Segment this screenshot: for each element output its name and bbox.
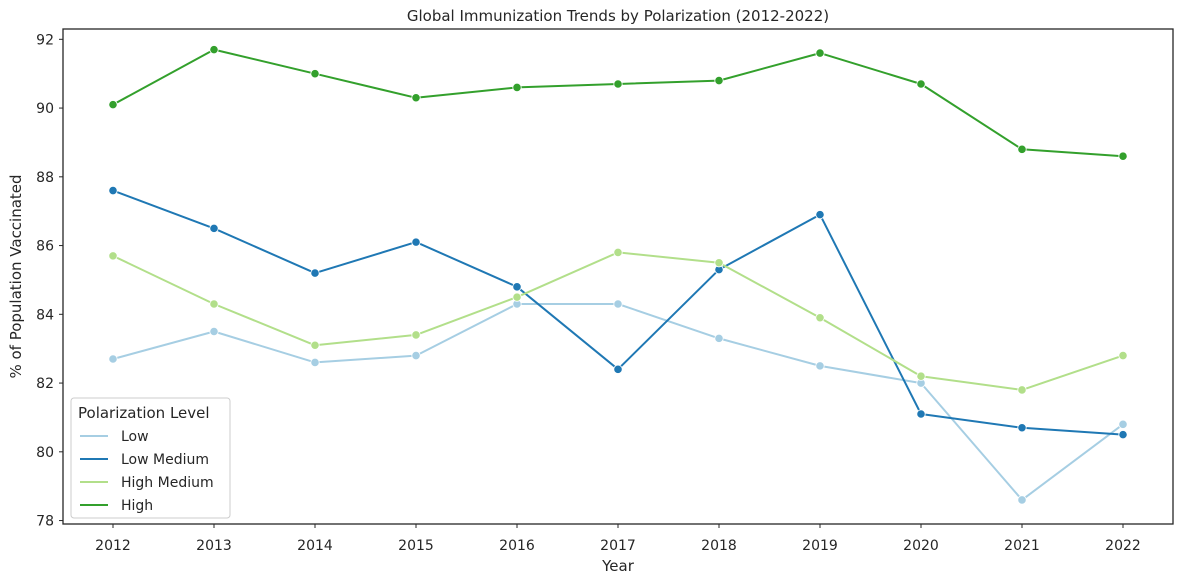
series-line-high — [112, 48, 1124, 158]
data-point-low-medium — [209, 223, 219, 233]
data-point-low — [1118, 419, 1128, 429]
data-point-low-medium — [1017, 423, 1027, 433]
legend-label-high: High — [121, 498, 153, 514]
series-high — [108, 45, 1128, 161]
legend-label-low-medium: Low Medium — [121, 452, 209, 468]
data-point-high-medium — [815, 313, 825, 323]
data-point-high-medium — [310, 340, 320, 350]
data-point-low-medium — [512, 282, 522, 292]
legend-items: Low Low Medium High Medium High — [80, 429, 214, 514]
data-point-high-medium — [1017, 385, 1027, 395]
series-low — [108, 299, 1128, 505]
data-point-low — [310, 357, 320, 368]
data-point-low — [815, 361, 825, 371]
data-point-low — [411, 350, 421, 361]
data-point-high — [714, 75, 724, 86]
data-point-low-medium — [613, 364, 623, 374]
series-low-medium — [108, 185, 1128, 440]
data-point-high — [108, 100, 118, 110]
y-tick-label: 80 — [36, 445, 54, 461]
y-tick-label: 88 — [36, 170, 54, 186]
data-point-high — [209, 45, 219, 55]
data-point-high — [613, 79, 623, 89]
series-line-low-medium — [112, 189, 1124, 436]
y-axis-ticks: 78 80 82 84 86 88 90 92 — [36, 32, 63, 530]
data-point-low — [714, 333, 724, 343]
legend-label-high-medium: High Medium — [121, 475, 214, 491]
data-point-high-medium — [411, 330, 421, 340]
x-axis-label: Year — [601, 557, 635, 575]
x-tick-label: 2017 — [600, 538, 636, 554]
data-point-high-medium — [916, 371, 926, 381]
data-point-low-medium — [108, 185, 118, 196]
data-point-low — [209, 326, 219, 337]
data-point-high-medium — [512, 292, 522, 302]
x-tick-label: 2020 — [903, 538, 939, 554]
data-point-high-medium — [209, 299, 219, 309]
data-point-high-medium — [1118, 350, 1128, 361]
y-tick-label: 84 — [36, 307, 54, 323]
data-point-low-medium — [310, 268, 320, 278]
data-point-high — [310, 69, 320, 79]
data-point-high-medium — [108, 251, 118, 261]
x-tick-label: 2021 — [1004, 538, 1040, 554]
data-point-high — [512, 82, 522, 93]
y-tick-label: 90 — [36, 101, 54, 117]
data-point-low-medium — [815, 210, 825, 220]
x-tick-label: 2014 — [297, 538, 333, 554]
x-tick-label: 2019 — [802, 538, 838, 554]
y-tick-label: 82 — [36, 376, 54, 392]
series-layer — [108, 45, 1128, 505]
x-tick-label: 2015 — [398, 538, 434, 554]
data-point-low — [108, 354, 118, 364]
series-high-medium — [108, 247, 1128, 395]
y-tick-label: 78 — [36, 514, 54, 530]
data-point-high — [411, 93, 421, 103]
y-tick-label: 92 — [36, 32, 54, 48]
data-point-high-medium — [714, 258, 724, 268]
data-point-low — [613, 299, 623, 309]
y-axis-label: % of Population Vaccinated — [7, 174, 25, 378]
data-point-low-medium — [411, 237, 421, 247]
series-line-low — [112, 303, 1124, 501]
data-point-high — [916, 79, 926, 89]
legend-label-low: Low — [121, 429, 149, 445]
data-point-low-medium — [916, 409, 926, 419]
data-point-high — [1118, 151, 1128, 161]
x-tick-label: 2022 — [1105, 538, 1141, 554]
data-point-low — [1017, 495, 1027, 505]
data-point-high — [1017, 144, 1027, 154]
y-tick-label: 86 — [36, 239, 54, 255]
legend: Polarization Level Low Low Medium High Med… — [70, 397, 231, 519]
data-point-high — [815, 48, 825, 58]
legend-title: Polarization Level — [78, 404, 210, 422]
x-tick-label: 2012 — [95, 538, 131, 554]
chart-title: Global Immunization Trends by Polarizati… — [407, 7, 829, 25]
data-point-high-medium — [613, 247, 623, 258]
x-tick-label: 2016 — [499, 538, 535, 554]
data-point-low-medium — [1118, 430, 1128, 440]
x-axis-ticks: 2012 2013 2014 2015 2016 2017 2018 2019 2020 2021… — [95, 524, 1141, 554]
x-tick-label: 2013 — [196, 538, 232, 554]
legend-box — [70, 397, 231, 519]
x-tick-label: 2018 — [701, 538, 737, 554]
